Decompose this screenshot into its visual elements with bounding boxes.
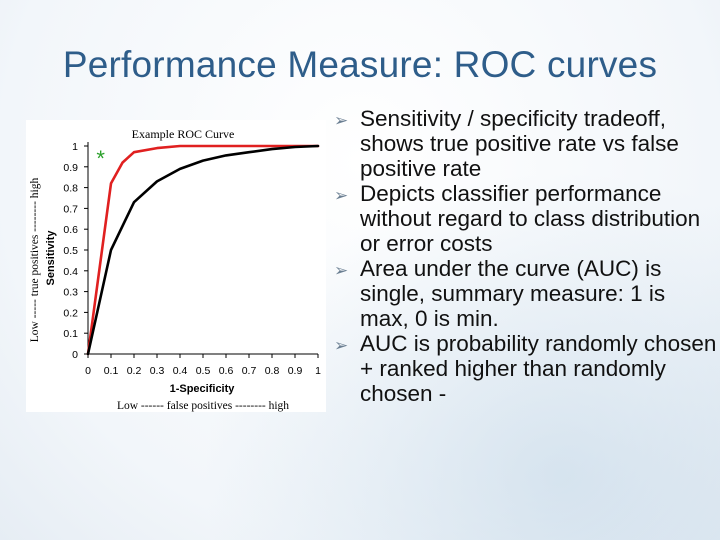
slide-title: Performance Measure: ROC curves <box>62 44 658 85</box>
y-tick-label: 0.8 <box>63 183 78 195</box>
x-tick-label: 0 <box>85 365 91 377</box>
y-axis-outer-label: Low ----- true positives -------- high <box>29 178 41 343</box>
bullet-item: ➢ Area under the curve (AUC) is single, … <box>334 256 720 331</box>
y-axis-label: Sensitivity <box>45 230 57 286</box>
x-tick-label: 0.6 <box>219 365 234 377</box>
arrowhead-bullet-icon: ➢ <box>334 111 349 130</box>
x-axis-outer-label: Low ------ false positives -------- high <box>117 400 289 412</box>
y-tick-label: 1 <box>72 141 78 153</box>
bullet-item: ➢ Depicts classifier performance without… <box>334 181 720 256</box>
x-tick-label: 0.9 <box>288 365 303 377</box>
y-tick-label: 0.4 <box>63 266 78 278</box>
y-tick-label: 0.1 <box>63 328 78 340</box>
bullet-item: ➢ Sensitivity / specificity tradeoff, sh… <box>334 106 720 181</box>
roc-chart: Example ROC Curve Low ----- true positiv… <box>26 120 326 412</box>
x-tick-label: 0.7 <box>242 365 257 377</box>
x-tick-label: 0.2 <box>127 365 142 377</box>
x-tick-label: 0.5 <box>196 365 211 377</box>
y-tick-label: 0.7 <box>63 203 78 215</box>
y-tick-label: 0.9 <box>63 162 78 174</box>
bullet-text: Sensitivity / specificity tradeoff, show… <box>360 106 679 181</box>
arrowhead-bullet-icon: ➢ <box>334 261 349 280</box>
roc-curve-black <box>86 144 320 356</box>
chart-axes <box>87 142 318 355</box>
x-axis-label: 1-Specificity <box>170 383 236 395</box>
bullet-list: ➢ Sensitivity / specificity tradeoff, sh… <box>334 106 720 406</box>
y-tick-label: 0.2 <box>63 307 78 319</box>
chart-ticks: 0 0.1 0.2 0.3 0.4 0.5 0.6 0.7 0.8 0.9 1 0 0.1 0.2 0.3 0… <box>63 141 321 377</box>
bullet-text: Area under the curve (AUC) is single, su… <box>360 256 666 331</box>
bullet-text: AUC is probability randomly chosen + ran… <box>360 331 717 406</box>
x-tick-label: 1 <box>315 365 321 377</box>
y-tick-label: 0.6 <box>63 224 78 236</box>
y-tick-label: 0.3 <box>63 287 78 299</box>
chart-series <box>86 144 320 356</box>
arrowhead-bullet-icon: ➢ <box>334 336 349 355</box>
bullet-text: Depicts classifier performance without r… <box>360 181 701 256</box>
roc-chart-svg: Example ROC Curve Low ----- true positiv… <box>29 127 321 412</box>
y-tick-label: 0 <box>72 349 78 361</box>
x-tick-label: 0.1 <box>104 365 119 377</box>
bullet-item: ➢ AUC is probability randomly chosen + r… <box>334 331 720 406</box>
x-tick-label: 0.8 <box>265 365 280 377</box>
roc-curve-red <box>86 144 320 356</box>
arrowhead-bullet-icon: ➢ <box>334 186 349 205</box>
operating-point-marker: * <box>96 146 105 171</box>
x-tick-label: 0.4 <box>173 365 188 377</box>
y-tick-label: 0.5 <box>63 245 78 257</box>
chart-title: Example ROC Curve <box>132 127 235 141</box>
x-tick-label: 0.3 <box>150 365 165 377</box>
